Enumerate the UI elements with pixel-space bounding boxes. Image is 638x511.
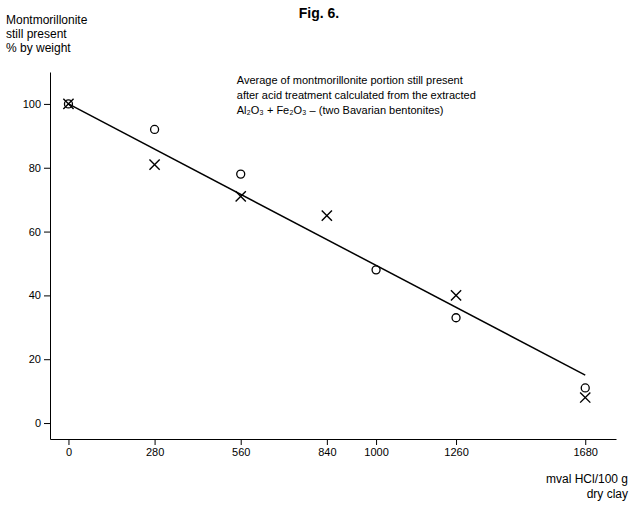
tick: 1260 — [444, 439, 468, 458]
tick-mark — [44, 359, 50, 360]
tick-mark — [585, 439, 586, 445]
tick-label: 0 — [35, 417, 41, 429]
point-cross — [149, 159, 159, 169]
tick: 0 — [35, 417, 50, 429]
tick: 840 — [318, 439, 336, 458]
tick: 100 — [23, 98, 50, 110]
tick-label: 60 — [29, 226, 41, 238]
y-axis-label: Montmorillonite — [6, 13, 88, 27]
tick-mark — [44, 168, 50, 169]
title: Fig. 6. — [299, 5, 339, 21]
tick: 0 — [66, 439, 72, 458]
y-axis: 0 20 40 60 80 100 — [23, 73, 51, 440]
x-axis-label: dry clay — [587, 487, 628, 501]
annotation: Average of montmorillonite portion still… — [237, 74, 463, 86]
tick-mark — [68, 439, 69, 445]
chart: 0 280 560 840 1000 1260 1680 0 20 40 60 80 100 Averag… — [0, 0, 638, 511]
point-circle — [151, 125, 159, 133]
tick: 20 — [29, 353, 50, 365]
annotation: Al₂O₃ + Fe₂O₃ – (two Bavarian bentonites… — [237, 104, 444, 116]
tick-mark — [155, 439, 156, 445]
annotation: after acid treatment calculated from the… — [237, 89, 476, 101]
tick: 40 — [29, 289, 50, 301]
y-axis-line — [50, 73, 51, 440]
tick-label: 100 — [23, 98, 41, 110]
point-circle — [581, 384, 589, 392]
tick-label: 40 — [29, 289, 41, 301]
tick: 1000 — [364, 439, 388, 458]
tick: 80 — [29, 162, 50, 174]
series-0 — [64, 100, 589, 392]
x-axis: 0 280 560 840 1000 1260 1680 — [51, 439, 617, 458]
x-axis-label: mval HCl/100 g — [546, 472, 628, 486]
tick-label: 1260 — [444, 446, 468, 458]
point-circle — [452, 314, 460, 322]
tick-label: 840 — [318, 446, 336, 458]
x-axis-line — [51, 439, 617, 440]
tick-mark — [376, 439, 377, 445]
tick: 560 — [232, 439, 250, 458]
tick-label: 280 — [146, 446, 164, 458]
point-cross — [451, 290, 461, 300]
point-cross — [322, 210, 332, 220]
tick: 1680 — [573, 439, 597, 458]
plot: 0 280 560 840 1000 1260 1680 0 20 40 60 80 100 Averag… — [23, 73, 617, 458]
tick: 60 — [29, 226, 50, 238]
regression-line — [68, 104, 585, 375]
tick-mark — [44, 423, 50, 424]
point-cross — [63, 99, 73, 109]
annotations: Average of montmorillonite portion still… — [237, 74, 476, 116]
tick-label: 1000 — [364, 446, 388, 458]
marks — [63, 99, 590, 403]
tick-mark — [44, 295, 50, 296]
tick-label: 20 — [29, 353, 41, 365]
tick-mark — [44, 232, 50, 233]
point-cross — [580, 392, 590, 402]
tick-label: 80 — [29, 162, 41, 174]
tick-mark — [241, 439, 242, 445]
point-circle — [237, 170, 245, 178]
tick-label: 0 — [66, 446, 72, 458]
y-axis-label: % by weight — [6, 41, 71, 55]
tick-mark — [456, 439, 457, 445]
tick-label: 1680 — [573, 446, 597, 458]
y-axis-label: still present — [6, 27, 67, 41]
series-1 — [63, 99, 590, 403]
tick-mark — [327, 439, 328, 445]
tick-label: 560 — [232, 446, 250, 458]
tick: 280 — [146, 439, 164, 458]
tick-mark — [44, 104, 50, 105]
